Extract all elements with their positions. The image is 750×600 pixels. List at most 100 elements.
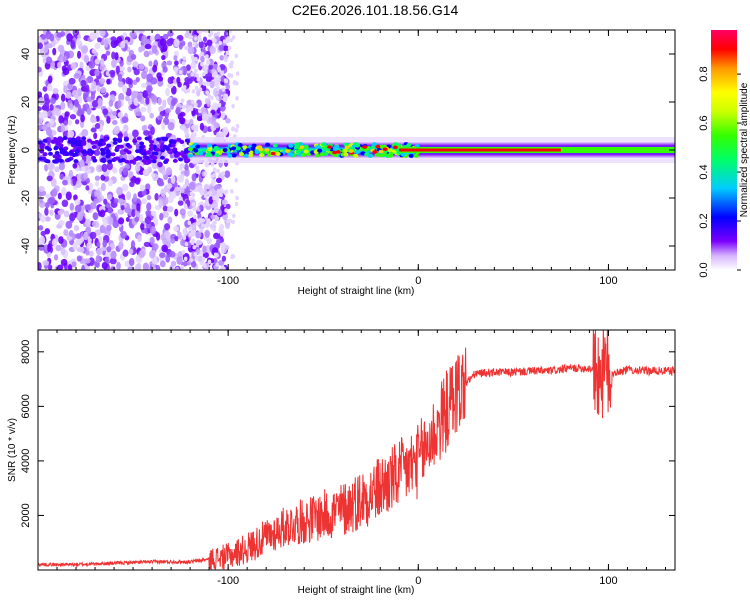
carrier-speckle	[300, 152, 306, 157]
carrier-speckle	[408, 153, 414, 158]
carrier-speckle	[187, 147, 193, 152]
spectrogram-noise-cell	[84, 218, 91, 227]
spectrogram-noise-cell	[167, 76, 174, 85]
carrier-hotspot	[327, 145, 333, 149]
spectrogram-noise-cell	[51, 238, 58, 247]
spectrogram-noise-cell	[93, 197, 100, 204]
spectrogram-noise-cell	[206, 81, 210, 87]
spectrogram-core-cell	[126, 150, 132, 155]
spectrogram-noise-cell	[128, 248, 134, 255]
spectrogram-noise-cell	[195, 73, 199, 78]
carrier-hotspot	[335, 150, 341, 154]
spectrogram-noise-cell	[186, 64, 191, 71]
spectrogram-core-cell	[39, 149, 45, 154]
spectrogram-noise-cell	[71, 89, 79, 98]
spectrogram-noise-cell	[154, 218, 159, 226]
spectrogram-core-cell	[59, 150, 65, 155]
spectrogram-noise-cell	[215, 95, 220, 101]
snr-frame	[37, 329, 676, 571]
spectrogram-noise-cell	[72, 163, 78, 169]
spectrogram-noise-cell	[219, 223, 225, 230]
carrier-speckle	[254, 149, 260, 154]
spectrogram-noise-cell	[225, 203, 231, 210]
colorbar-tick-label: 0.8	[698, 66, 710, 81]
spectrogram-noise-cell	[113, 126, 120, 135]
carrier-speckle	[343, 152, 349, 157]
spectrogram-noise-cell	[208, 64, 214, 70]
spectrogram-noise-cell	[206, 39, 213, 46]
spectrogram-core-cell	[144, 136, 150, 141]
spectrogram-noise-cell	[91, 100, 99, 108]
spectrogram-core-cell	[42, 152, 48, 157]
spectrogram-noise-cell	[194, 56, 198, 62]
spectrogram-noise-cell	[88, 250, 94, 257]
spectrogram-noise-cell	[138, 46, 143, 53]
spectrogram-noise-cell	[157, 181, 165, 187]
spectrogram-noise-cell	[198, 87, 203, 92]
spectrogram-core-cell	[54, 151, 60, 156]
spectrogram-noise-cell	[195, 165, 199, 170]
spectrogram-noise-cell	[230, 60, 234, 65]
spectrogram-noise-cell	[38, 262, 42, 270]
spectrogram-noise-cell	[159, 252, 166, 259]
spectrogram-noise-cell	[47, 75, 53, 84]
spectrogram-noise-cell	[187, 220, 192, 226]
snr-y-label: SNR (10 * v/v)	[7, 418, 18, 482]
spectrogram-noise-cell	[230, 254, 235, 259]
spectrogram-noise-cell	[85, 177, 91, 184]
spectrogram-core-cell	[97, 142, 103, 147]
spectrogram-noise-cell	[210, 214, 217, 220]
carrier-speckle	[272, 143, 278, 148]
carrier-speckle	[187, 153, 193, 158]
spectrogram-noise-cell	[81, 264, 86, 270]
spectrogram-noise-cell	[219, 131, 223, 136]
spectrogram-noise-cell	[41, 34, 47, 40]
spectrogram-noise-cell	[221, 171, 226, 176]
carrier-hotspot	[362, 145, 368, 149]
spectrogram-noise-cell	[126, 191, 132, 201]
spectrogram-noise-cell	[204, 97, 210, 104]
spectrogram-noise-cell	[74, 180, 82, 189]
spectrogram-noise-cell	[49, 209, 54, 216]
spectrogram-noise-cell	[80, 166, 86, 172]
carrier-speckle	[342, 148, 348, 153]
spectrogram-noise-cell	[47, 110, 52, 118]
spectrogram-noise-cell	[188, 232, 193, 238]
spectrogram-noise-cell	[144, 216, 152, 225]
spectrogram-noise-cell	[88, 61, 96, 69]
spectrogram-noise-cell	[200, 188, 205, 193]
spectrogram-noise-cell	[133, 68, 140, 76]
spectrogram-noise-cell	[105, 250, 113, 258]
carrier-speckle	[231, 146, 237, 151]
spectrogram-noise-cell	[181, 250, 186, 255]
spectrogram-noise-cell	[132, 90, 139, 97]
y-tick-label: -40	[20, 238, 32, 254]
spectrogram-noise-cell	[78, 96, 83, 104]
spectrogram-noise-cell	[47, 264, 53, 270]
spectrogram-noise-cell	[38, 106, 42, 112]
spectrogram-noise-cell	[75, 119, 80, 125]
carrier-speckle	[231, 153, 237, 158]
spectrogram-noise-cell	[162, 33, 169, 40]
spectrogram-noise-cell	[47, 162, 55, 171]
spectrogram-noise-cell	[159, 212, 164, 221]
spectrogram-noise-cell	[177, 200, 184, 206]
spectrogram-noise-cell	[194, 102, 198, 107]
spectrogram-core-cell	[153, 151, 159, 156]
spectrogram-core-cell	[75, 136, 81, 141]
spectrogram-noise-cell	[147, 105, 152, 114]
spectrogram-noise-cell	[209, 80, 215, 89]
carrier-hotspot	[258, 147, 264, 152]
spectrogram-noise-cell	[90, 202, 97, 210]
spectrogram-noise-cell	[65, 91, 72, 99]
spectrogram-noise-cell	[92, 212, 99, 221]
spectrogram-noise-cell	[215, 240, 221, 249]
spectrogram-noise-cell	[221, 255, 227, 262]
spectrogram-noise-cell	[191, 89, 196, 94]
carrier-speckle	[245, 148, 251, 153]
spectrogram-noise-cell	[110, 266, 116, 270]
spectrogram-noise-cell	[194, 256, 199, 261]
spectrogram-noise-cell	[63, 120, 69, 126]
spectrogram-noise-cell	[117, 100, 122, 109]
